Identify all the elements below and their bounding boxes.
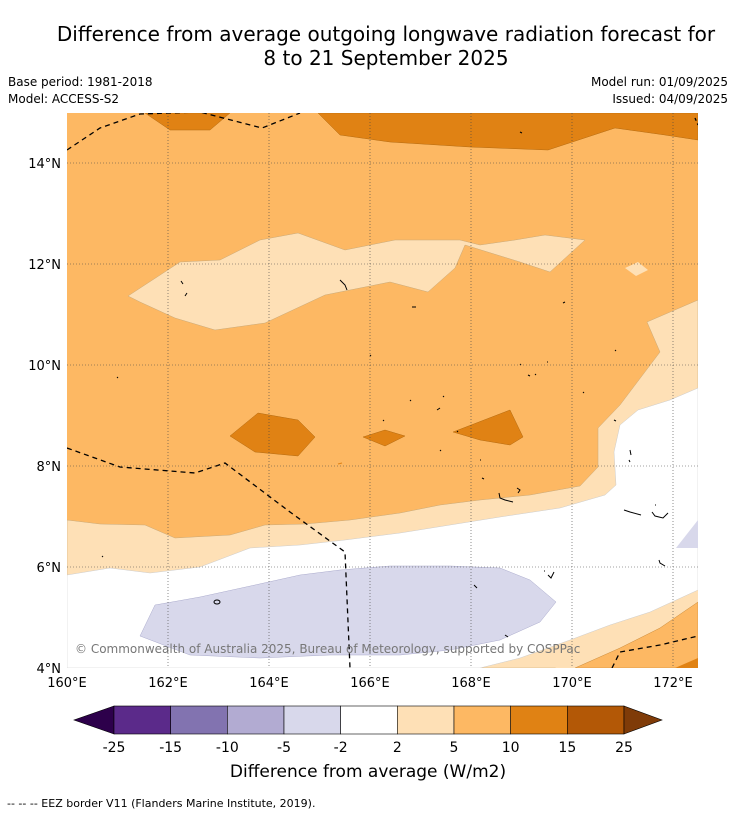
colorbar-swatch [170,705,228,735]
eez-border-southeast [611,635,698,668]
lon-label: 172°E [653,676,693,691]
lon-label: 164°E [249,676,289,691]
colorbar-swatch [340,705,398,735]
colorbar-swatch [113,705,171,735]
colorbar-title: Difference from average (W/m2) [229,762,507,782]
colorbar-label: -10 [216,740,239,756]
lon-label: 168°E [451,676,491,691]
meta-right: Model run: 01/09/2025 Issued: 04/09/2025 [591,74,728,108]
colorbar-swatch [567,705,625,735]
lat-label: 10°N [28,359,61,374]
lat-label: 12°N [28,258,61,273]
lat-label: 6°N [37,561,62,576]
anomaly-band-10-15-spot-1 [229,412,316,457]
map-plot-area: © Commonwealth of Australia 2025, Bureau… [67,113,698,668]
colorbar-extend-high [623,705,663,735]
colorbar-label: -15 [159,740,182,756]
latitude-labels: 14°N 12°N 10°N 8°N 6°N 4°N [28,157,61,677]
title-line-2: 8 to 21 September 2025 [263,46,509,70]
colorbar-swatch [510,705,568,735]
colorbar-swatch [453,705,511,735]
anomaly-band-10-15-spot-3 [452,409,524,446]
copyright-text: © Commonwealth of Australia 2025, Bureau… [75,642,580,656]
lon-label: 170°E [552,676,592,691]
anomaly-band-10-15-top [317,113,698,151]
anomaly-band-5-10-southeast [574,601,698,668]
colorbar-label: 10 [502,740,520,756]
lat-label: 4°N [37,662,62,677]
meta-left: Base period: 1981-2018 Model: ACCESS-S2 [8,74,153,108]
anomaly-band-neg-5-2-east [676,520,698,548]
anomaly-band-10-15-spot-2 [362,429,406,447]
anomaly-band-10-15-top-left [144,113,231,131]
islands [101,131,669,638]
colorbar-label: 5 [450,740,459,756]
colorbar-label: -25 [103,740,126,756]
colorbar-swatch [227,705,285,735]
lat-label: 8°N [37,460,62,475]
colorbar-extend-low [73,705,115,735]
model-run: Model run: 01/09/2025 [590,75,728,89]
colorbar-swatch [397,705,455,735]
lon-label: 166°E [350,676,390,691]
colorbar-label: -5 [277,740,291,756]
anomaly-band-2-5-spot [625,262,648,276]
eez-legend-text: -- -- -- EEZ border V11 (Flanders Marine… [7,797,316,810]
colorbar-swatch [283,705,341,735]
colorbar-label: 2 [393,740,402,756]
gridlines [67,113,698,668]
colorbar-label: 15 [558,740,576,756]
colorbar [73,705,663,735]
map-title: Difference from average outgoing longwav… [40,22,732,70]
lon-label: 162°E [148,676,188,691]
eez-border-central [67,447,351,668]
colorbar-label: -2 [334,740,348,756]
eez-border-northeast [694,117,698,126]
colorbar-label: 25 [615,740,633,756]
lon-label: 160°E [47,676,87,691]
longitude-labels: 160°E 162°E 164°E 166°E 168°E 170°E 172°… [47,676,693,691]
colorbar-labels: -25 -15 -10 -5 -2 2 5 10 15 25 [103,740,633,756]
issued-date: Issued: 04/09/2025 [612,92,728,106]
lat-label: 14°N [28,157,61,172]
anomaly-band-10-15-corner [675,658,698,668]
title-line-1: Difference from average outgoing longwav… [56,22,716,46]
anomaly-band-2-5-middle [127,232,586,331]
base-period: Base period: 1981-2018 [8,75,153,89]
model-name: Model: ACCESS-S2 [8,92,120,106]
